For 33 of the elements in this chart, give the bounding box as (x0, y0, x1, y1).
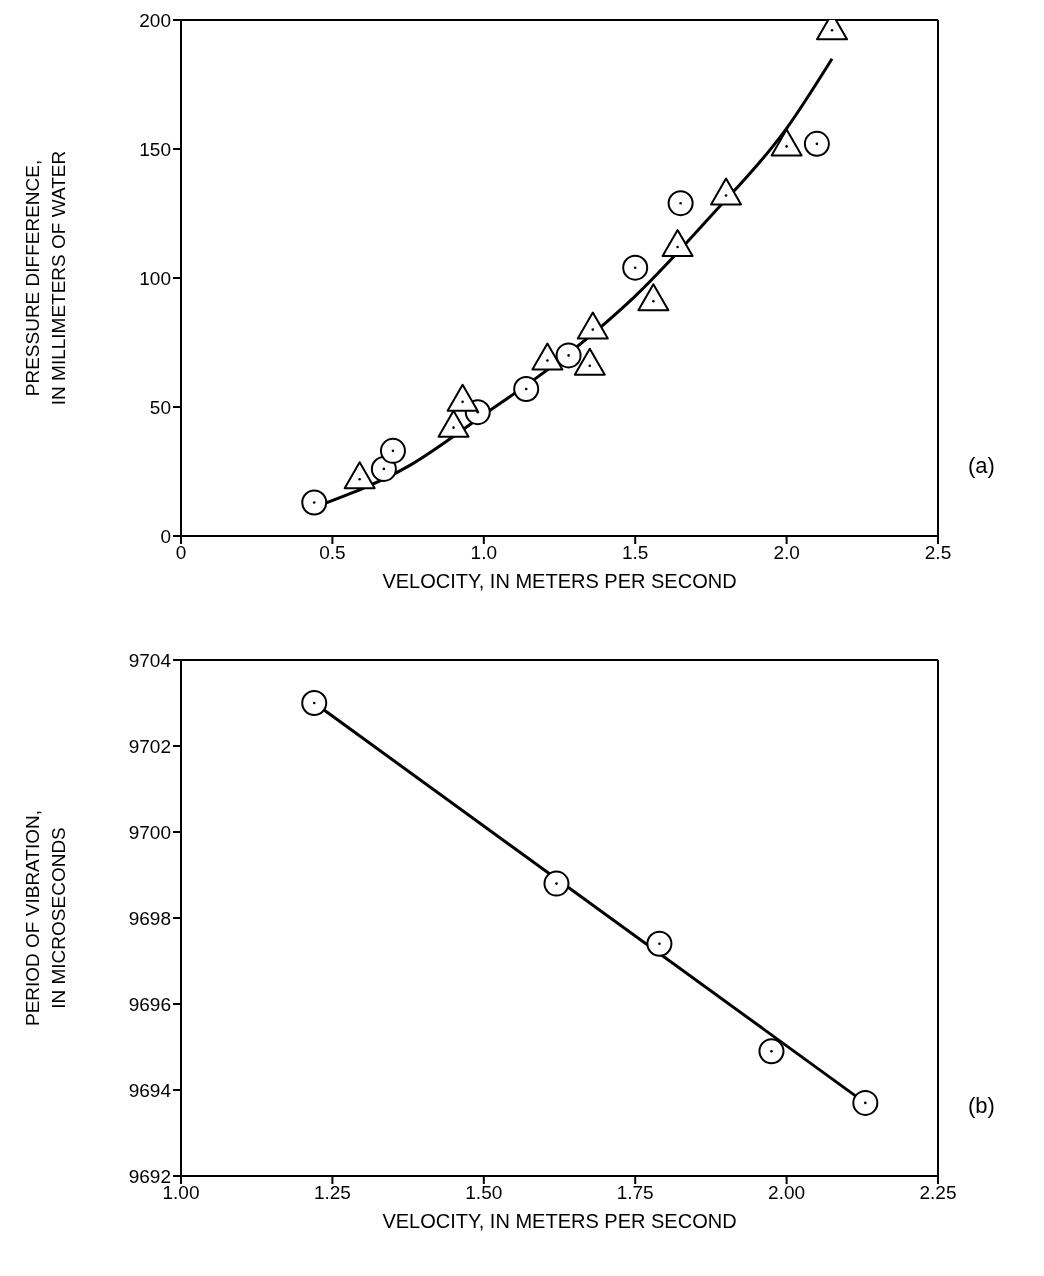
y-tick-label: 9698 (128, 907, 171, 929)
x-axis-title: VELOCITY, IN METERS PER SECOND (381, 1210, 738, 1233)
point (758, 1038, 785, 1065)
x-tick-label: 2.25 (919, 1182, 957, 1204)
y-tick-label: 9702 (128, 735, 171, 757)
y-tick-label: 0 (160, 525, 171, 547)
text: (b) (968, 1093, 995, 1120)
x-tick-label: 1.25 (313, 1182, 351, 1204)
point (301, 690, 328, 716)
x-axis-title: VELOCITY, IN METERS PER SECOND (381, 570, 738, 593)
y-tick-label: 200 (139, 9, 171, 31)
y-tick-label: 9696 (128, 993, 171, 1015)
point (543, 870, 570, 897)
y-tick-label: 9700 (128, 821, 171, 843)
x-tick-label: 1.5 (621, 542, 649, 564)
y-axis-title: PRESSURE DIFFERENCE, IN MILLIMETERS OF WATER (21, 149, 70, 408)
x-tick-label: 1.75 (616, 1182, 654, 1204)
y-tick-label: 9704 (128, 649, 172, 671)
x-tick-label: 2.0 (773, 542, 800, 564)
x-tick-label: 1.0 (470, 542, 498, 564)
x-tick-label: 2.00 (768, 1182, 806, 1204)
y-tick-label: 9694 (128, 1079, 172, 1101)
y-axis-title: PERIOD OF VIBRATION, IN MICROSECONDS (21, 808, 70, 1029)
text: (a) (968, 453, 995, 480)
point (646, 930, 673, 957)
point (852, 1089, 879, 1116)
y-tick-label: 50 (149, 396, 171, 418)
x-tick-label: 2.5 (924, 542, 952, 564)
x-tick-label: 0.5 (319, 542, 346, 564)
y-tick-label: 100 (139, 267, 171, 289)
y-tick-label: 150 (139, 138, 171, 160)
x-tick-label: 0 (175, 542, 187, 564)
x-tick-label: 1.50 (465, 1182, 503, 1204)
